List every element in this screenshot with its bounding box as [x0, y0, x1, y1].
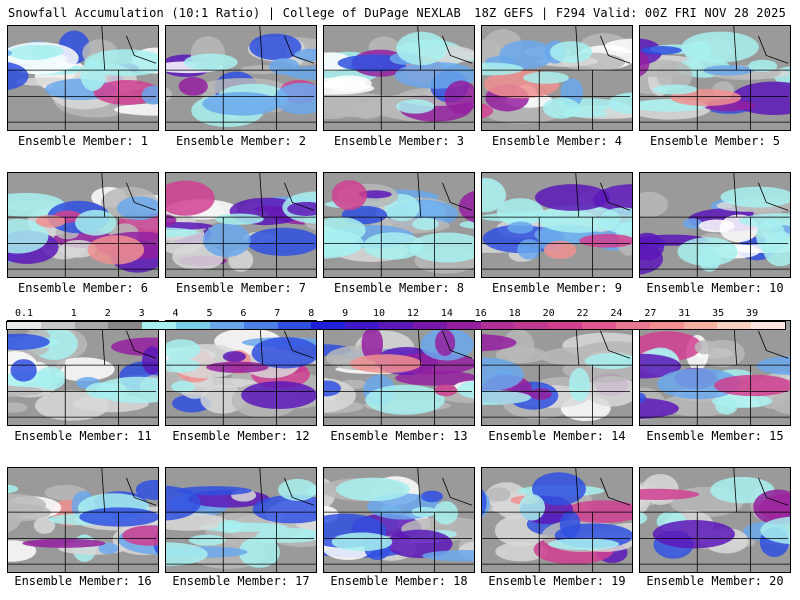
color-scale-tick-label: 27 [644, 308, 657, 319]
ensemble-member-label: Ensemble Member: 6 [17, 281, 149, 295]
color-scale-swatch [649, 322, 684, 329]
ensemble-member-label: Ensemble Member: 7 [175, 281, 307, 295]
color-scale-tick-label: 31 [678, 308, 691, 319]
ensemble-member-label: Ensemble Member: 11 [14, 429, 152, 443]
ensemble-map-panel [7, 467, 159, 573]
ensemble-map-panel [639, 172, 791, 278]
color-scale-swatch [582, 322, 616, 329]
ensemble-map-panel [639, 467, 791, 573]
ensemble-map-panel [7, 172, 159, 278]
color-scale-tick-label: 0.1 [14, 308, 34, 319]
color-scale-swatch [717, 322, 752, 329]
ensemble-member-label: Ensemble Member: 9 [491, 281, 623, 295]
color-scale-swatch [311, 322, 346, 329]
color-scale-tick-label: 16 [474, 308, 487, 319]
color-scale-swatch [548, 322, 583, 329]
ensemble-member-label: Ensemble Member: 2 [175, 134, 307, 148]
color-scale-swatch [176, 322, 210, 329]
color-scale-swatch [74, 322, 109, 329]
ensemble-member-label: Ensemble Member: 15 [646, 429, 784, 443]
ensemble-map-panel [7, 25, 159, 131]
ensemble-map-panel [639, 320, 791, 426]
ensemble-map-panel [165, 25, 317, 131]
color-scale-swatch [683, 322, 718, 329]
ensemble-map-panel [481, 467, 633, 573]
color-scale-tick-label: 6 [240, 308, 247, 319]
color-scale-swatch [514, 322, 549, 329]
ensemble-member-label: Ensemble Member: 10 [646, 281, 784, 295]
color-scale-swatch [615, 322, 650, 329]
color-scale-swatch [379, 322, 413, 329]
color-scale-bar [6, 321, 786, 330]
ensemble-member-label: Ensemble Member: 5 [649, 134, 781, 148]
color-scale-swatch [40, 322, 75, 329]
color-scale-tick-label: 18 [508, 308, 521, 319]
map-title: Snowfall Accumulation (10:1 Ratio) | Col… [8, 6, 461, 20]
color-scale-tick-label: 5 [206, 308, 213, 319]
ensemble-map-panel [481, 320, 633, 426]
ensemble-map-panel [7, 320, 159, 426]
ensemble-member-label: Ensemble Member: 18 [330, 574, 468, 588]
ensemble-member-label: Ensemble Member: 17 [172, 574, 310, 588]
color-scale-swatch [7, 322, 41, 329]
ensemble-member-label: Ensemble Member: 8 [333, 281, 465, 295]
color-scale-swatch [480, 322, 515, 329]
color-scale-tick-label: 8 [308, 308, 315, 319]
ensemble-map-panel [481, 25, 633, 131]
color-scale-tick-label: 7 [274, 308, 281, 319]
color-scale-tick-label: 4 [172, 308, 179, 319]
color-scale-swatch [108, 322, 143, 329]
ensemble-map-panel [323, 25, 475, 131]
ensemble-member-label: Ensemble Member: 19 [488, 574, 626, 588]
color-scale-tick-label: 2 [104, 308, 111, 319]
color-scale-swatch [412, 322, 447, 329]
ensemble-member-label: Ensemble Member: 3 [333, 134, 465, 148]
color-scale-tick-label: 20 [542, 308, 555, 319]
color-scale-tick-label: 24 [610, 308, 623, 319]
color-scale-swatch [142, 322, 177, 329]
ensemble-map-panel [481, 172, 633, 278]
color-scale-tick-label: 3 [138, 308, 145, 319]
ensemble-member-label: Ensemble Member: 16 [14, 574, 152, 588]
color-scale-swatch [277, 322, 312, 329]
ensemble-map-panel [323, 467, 475, 573]
color-scale-legend: 0.1 1 2 3 4 5 6 7 8 9 10 12 14 16 18 20 22 24 27 31 35 39 [6, 308, 786, 330]
model-run-info: 18Z GEFS | F294 Valid: 00Z FRI NOV 28 20… [474, 6, 786, 20]
color-scale-tick-label: 22 [576, 308, 589, 319]
ensemble-map-panel [165, 467, 317, 573]
color-scale-tick-label: 12 [406, 308, 419, 319]
ensemble-map-panel [639, 25, 791, 131]
color-scale-tick-label: 10 [373, 308, 386, 319]
color-scale-swatch [243, 322, 278, 329]
ensemble-member-label: Ensemble Member: 14 [488, 429, 626, 443]
color-scale-swatch [209, 322, 244, 329]
color-scale-swatch [345, 322, 380, 329]
ensemble-map-panel [165, 172, 317, 278]
color-scale-tick-label: 9 [342, 308, 349, 319]
ensemble-map-panel [323, 320, 475, 426]
color-scale-swatch [751, 322, 786, 329]
ensemble-map-panel [323, 172, 475, 278]
color-scale-tick-label: 35 [712, 308, 725, 319]
ensemble-member-label: Ensemble Member: 4 [491, 134, 623, 148]
ensemble-member-label: Ensemble Member: 1 [17, 134, 149, 148]
color-scale-labels: 0.1 1 2 3 4 5 6 7 8 9 10 12 14 16 18 20 22 24 27 31 35 39 [6, 308, 786, 320]
ensemble-map-panel [165, 320, 317, 426]
ensemble-member-label: Ensemble Member: 12 [172, 429, 310, 443]
color-scale-tick-label: 1 [70, 308, 77, 319]
color-scale-swatch [446, 322, 481, 329]
color-scale-tick-label: 14 [440, 308, 453, 319]
color-scale-tick-label: 39 [746, 308, 759, 319]
ensemble-member-label: Ensemble Member: 13 [330, 429, 468, 443]
ensemble-member-label: Ensemble Member: 20 [646, 574, 784, 588]
